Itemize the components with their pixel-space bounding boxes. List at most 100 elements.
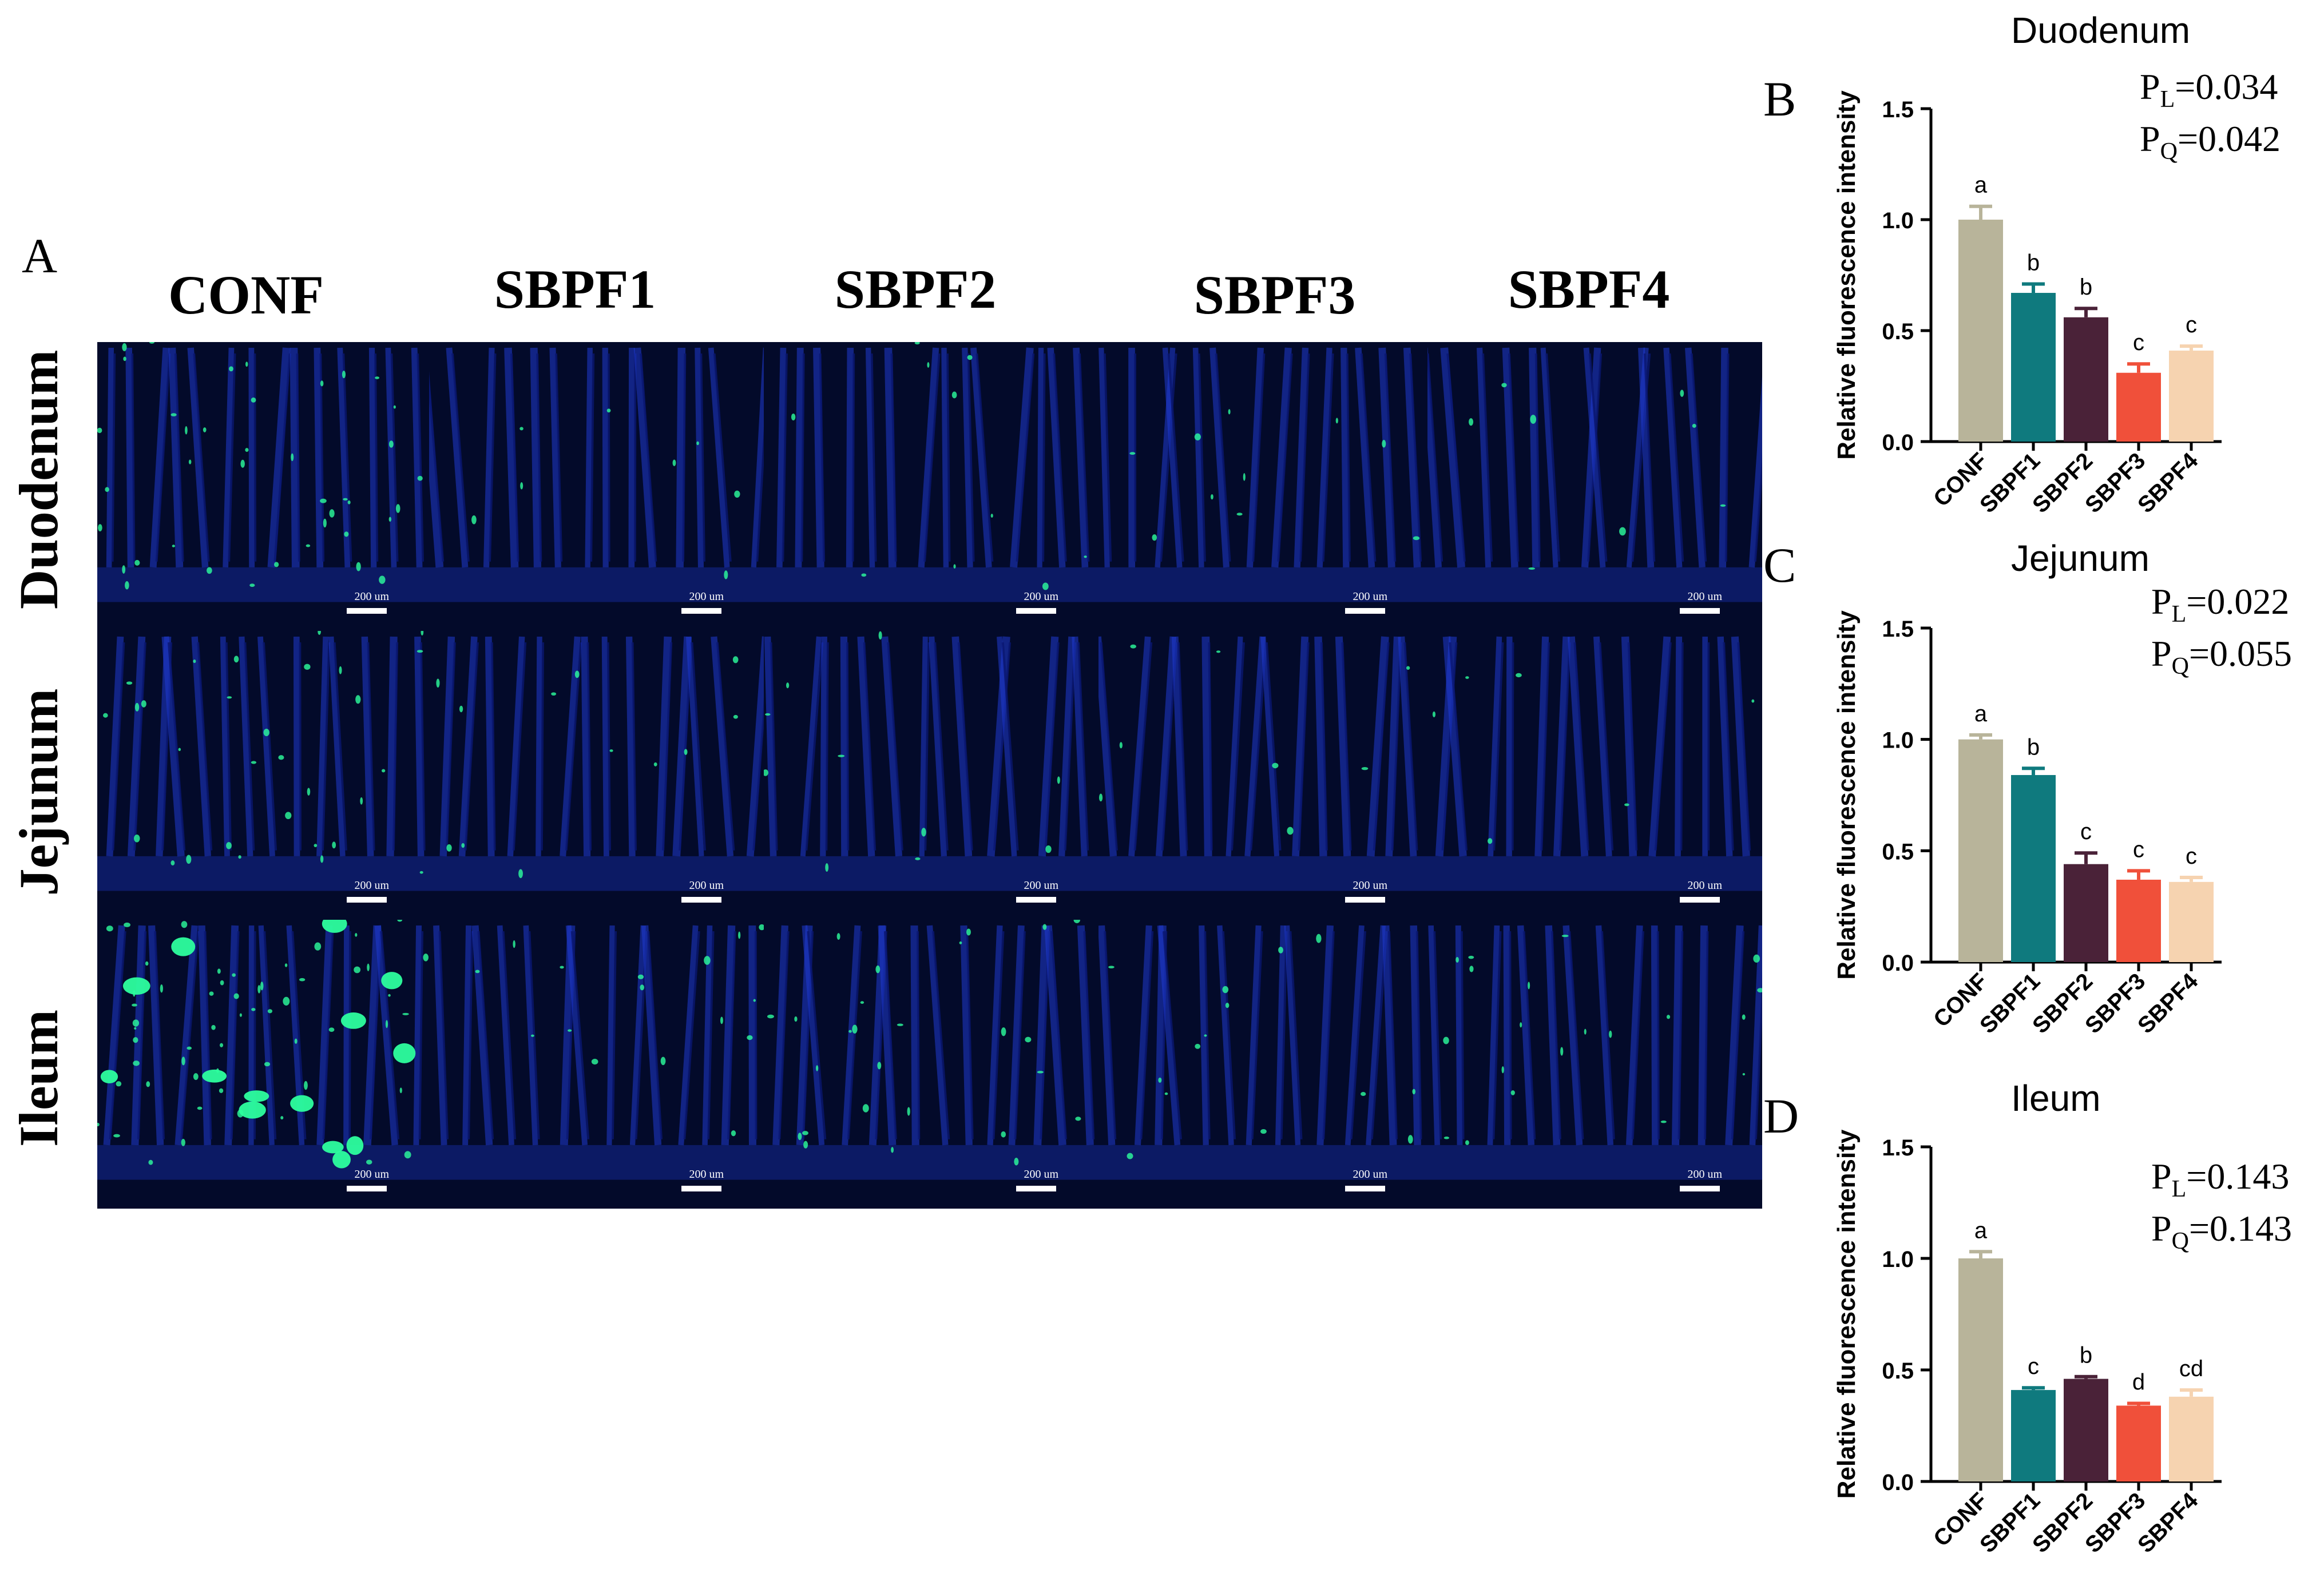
y-tick-label: 0.0: [1882, 1470, 1914, 1495]
micrograph-image: [97, 920, 429, 1180]
significance-letter: d: [2132, 1370, 2145, 1395]
significance-letter: cd: [2179, 1356, 2203, 1381]
chart-ileum: Ileum Relative fluorescence intensity 0.0 0…: [1833, 1078, 2222, 1558]
scale-bar: [1016, 608, 1056, 614]
p-linear-ileum: PL=0.143: [2151, 1156, 2290, 1202]
micrograph-image: [1427, 636, 1762, 891]
significance-letter: b: [2080, 275, 2092, 300]
micrograph-duodenum-sbpf3: 200 um: [1098, 342, 1427, 631]
micrograph-image: [1098, 636, 1427, 891]
micrograph-jejunum-sbpf3: 200 um: [1098, 631, 1427, 920]
micrograph-image: [97, 631, 429, 891]
scale-bar: [681, 1186, 721, 1191]
scale-bar: [1345, 1186, 1385, 1191]
micrograph-duodenum-conf: 200 um: [97, 342, 429, 631]
scale-bar: [1345, 608, 1385, 614]
micrograph-image: [764, 631, 1098, 891]
significance-letter: a: [1974, 173, 1988, 198]
micrograph-image: [429, 924, 764, 1180]
scale-bar: [1680, 1186, 1720, 1191]
y-axis-label: Relative fluorescence intensity: [1833, 1129, 1861, 1499]
x-tick-label: SBPF4: [2133, 968, 2203, 1039]
bar-conf: [1958, 1258, 2003, 1481]
chart-duodenum: Duodenum Relative fluorescence intensity 0…: [1833, 10, 2222, 518]
scale-bar-label: 200 um: [689, 1168, 724, 1181]
significance-letter: c: [2133, 330, 2144, 355]
micrograph-jejunum-conf: 200 um: [97, 631, 429, 920]
micrograph-jejunum-sbpf1: 200 um: [429, 631, 764, 920]
scale-bar: [1016, 897, 1056, 903]
scale-bar-label: 200 um: [1687, 1168, 1722, 1181]
scale-bar: [681, 897, 721, 903]
chart-title: Ileum: [2011, 1078, 2101, 1119]
micrograph-ileum-sbpf3: 200 um: [1098, 920, 1427, 1209]
scale-bar: [347, 608, 387, 614]
y-tick-label: 1.5: [1882, 97, 1914, 122]
significance-letter: b: [2027, 251, 2040, 276]
p-linear-duodenum: PL=0.034: [2140, 66, 2278, 113]
bar-sbpf2: [2064, 864, 2108, 962]
bar-sbpf3: [2116, 879, 2161, 962]
scale-bar-label: 200 um: [1353, 1168, 1387, 1181]
column-header-sbpf3: SBPF3: [1193, 264, 1356, 325]
y-tick-label: 0.0: [1882, 951, 1914, 976]
chart-title: Jejunum: [2011, 538, 2149, 579]
column-header-sbpf4: SBPF4: [1508, 259, 1670, 320]
micrograph-image: [1427, 347, 1762, 602]
panel-label-b: B: [1763, 71, 1796, 126]
micrograph-image: [429, 347, 764, 602]
pvalues-duodenum: PL=0.034 PQ=0.042: [2140, 63, 2281, 168]
y-tick-label: 1.0: [1882, 1247, 1914, 1272]
y-tick-label: 0.5: [1882, 319, 1914, 344]
significance-letter: b: [2027, 734, 2040, 760]
scale-bar: [347, 1186, 387, 1191]
y-tick-label: 1.0: [1882, 728, 1914, 753]
micrograph-grid: 200 um 200 um 200 um 200 um 200 um 200 um 200 …: [97, 342, 1762, 1213]
scale-bar: [347, 897, 387, 903]
scale-bar-label: 200 um: [1024, 879, 1058, 892]
micrograph-ileum-sbpf2: 200 um: [764, 920, 1098, 1209]
y-tick-label: 0.5: [1882, 1358, 1914, 1384]
chart-jejunum: Jejunum Relative fluorescence intensity 0.…: [1833, 538, 2222, 1039]
significance-letter: c: [2028, 1354, 2039, 1379]
significance-letter: a: [1974, 701, 1988, 726]
column-header-sbpf2: SBPF2: [834, 259, 997, 320]
significance-letter: b: [2080, 1343, 2092, 1368]
micrograph-image: [1098, 347, 1427, 602]
bar-sbpf3: [2116, 1405, 2161, 1481]
micrograph-jejunum-sbpf2: 200 um: [764, 631, 1098, 920]
y-tick-label: 0.0: [1882, 430, 1914, 455]
micrograph-ileum-conf: 200 um: [97, 920, 429, 1209]
scale-bar: [1680, 608, 1720, 614]
scale-bar-label: 200 um: [1353, 590, 1387, 603]
significance-letter: a: [1974, 1218, 1988, 1243]
significance-letter: c: [2080, 819, 2092, 844]
micrograph-duodenum-sbpf4: 200 um: [1427, 342, 1762, 631]
scale-bar: [1016, 1186, 1056, 1191]
y-tick-label: 1.5: [1882, 1135, 1914, 1161]
micrograph-image: [764, 342, 1098, 602]
scale-bar-label: 200 um: [1353, 879, 1387, 892]
bar-conf: [1958, 739, 2003, 962]
x-tick-label: SBPF4: [2133, 448, 2203, 518]
bar-sbpf3: [2116, 372, 2161, 442]
bar-sbpf4: [2169, 1396, 2214, 1481]
micrograph-ileum-sbpf1: 200 um: [429, 920, 764, 1209]
micrograph-image: [1427, 925, 1762, 1180]
scale-bar-label: 200 um: [1024, 590, 1058, 603]
significance-letter: c: [2186, 312, 2197, 337]
p-quadratic-duodenum: PQ=0.042: [2140, 118, 2281, 165]
panel-label-c: C: [1763, 538, 1796, 593]
scale-bar: [1680, 897, 1720, 903]
panel-label-d: D: [1763, 1089, 1799, 1143]
bar-sbpf1: [2011, 774, 2056, 962]
column-header-conf: CONF: [168, 264, 324, 325]
significance-letter: c: [2133, 837, 2144, 862]
scale-bar: [681, 608, 721, 614]
chart-title: Duodenum: [2011, 10, 2190, 51]
y-tick-label: 0.5: [1882, 839, 1914, 864]
pvalues-ileum: PL=0.143 PQ=0.143: [2151, 1153, 2292, 1257]
micrograph-image: [764, 920, 1098, 1180]
bar-sbpf1: [2011, 1390, 2056, 1481]
scale-bar: [1345, 897, 1385, 903]
